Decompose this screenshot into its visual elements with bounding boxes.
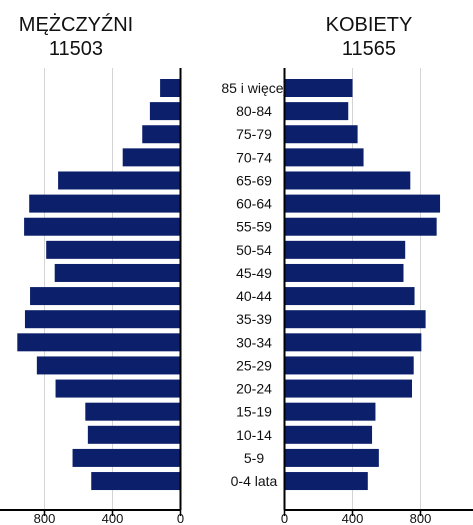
men-bars [17,79,181,491]
age-group-label: 70-74 [236,149,272,165]
age-group-label: 80-84 [236,103,272,119]
women-total: 11565 [342,38,396,60]
bar-men [29,194,181,213]
bar-men [160,79,181,97]
bar-men [142,125,181,144]
tick-label-men: 800 [34,511,56,525]
x-tick-labels: 0 0 400 400 800 800 [34,510,432,525]
age-group-label: 55-59 [236,219,272,235]
bar-men [87,425,181,444]
bar-men [91,472,181,491]
bar-men [17,333,181,352]
bar-women [284,425,373,444]
bar-women [284,148,364,167]
tick-label-men: 0 [177,511,184,525]
tick-label-women: 0 [281,511,288,525]
bar-men [54,263,181,282]
bar-men [85,402,181,421]
age-group-label: 5-9 [244,450,264,466]
bar-women [284,472,368,491]
age-group-label: 25-29 [236,357,272,373]
bar-women [284,171,411,190]
tick-label-men: 400 [102,511,124,525]
age-group-label: 35-39 [236,311,272,327]
age-group-label: 50-54 [236,242,272,258]
bar-women [284,194,441,213]
bar-women [284,263,404,282]
age-group-label: 0-4 lata [231,473,278,489]
bar-men [122,148,181,167]
bar-women [284,287,415,306]
tick-label-women: 400 [342,511,364,525]
age-group-label: 85 i więcej [221,80,286,96]
bar-men [46,240,181,259]
bar-women [284,79,353,97]
age-group-label: 75-79 [236,126,272,142]
bar-women [284,102,349,121]
men-total: 11503 [49,38,103,60]
bar-men [24,310,181,329]
tick-label-women: 800 [410,511,432,525]
age-group-label: 60-64 [236,196,272,212]
bar-men [149,102,181,121]
bar-men [58,171,181,190]
age-group-label: 10-14 [236,427,272,443]
men-title: MĘŻCZYŹNI [19,13,133,36]
bar-women [284,310,426,329]
women-bars [284,79,441,491]
women-title: KOBIETY [326,14,413,36]
bar-men [72,448,181,467]
bar-men [30,287,181,306]
bar-men [24,217,181,236]
bar-women [284,240,406,259]
bar-women [284,217,437,236]
age-group-label: 15-19 [236,404,272,420]
age-group-label: 20-24 [236,381,272,397]
bar-women [284,448,379,467]
bar-women [284,356,414,375]
bar-women [284,333,422,352]
age-group-label: 45-49 [236,265,272,281]
bar-men [36,356,181,375]
bar-women [284,125,358,144]
bar-women [284,379,412,398]
age-group-label: 65-69 [236,172,272,188]
bar-men [55,379,181,398]
age-group-label: 30-34 [236,334,272,350]
bar-women [284,402,376,421]
age-group-label: 40-44 [236,288,272,304]
age-labels: 85 i więcej 80-84 75-79 70-74 65-69 60-64 55-5… [221,80,286,489]
